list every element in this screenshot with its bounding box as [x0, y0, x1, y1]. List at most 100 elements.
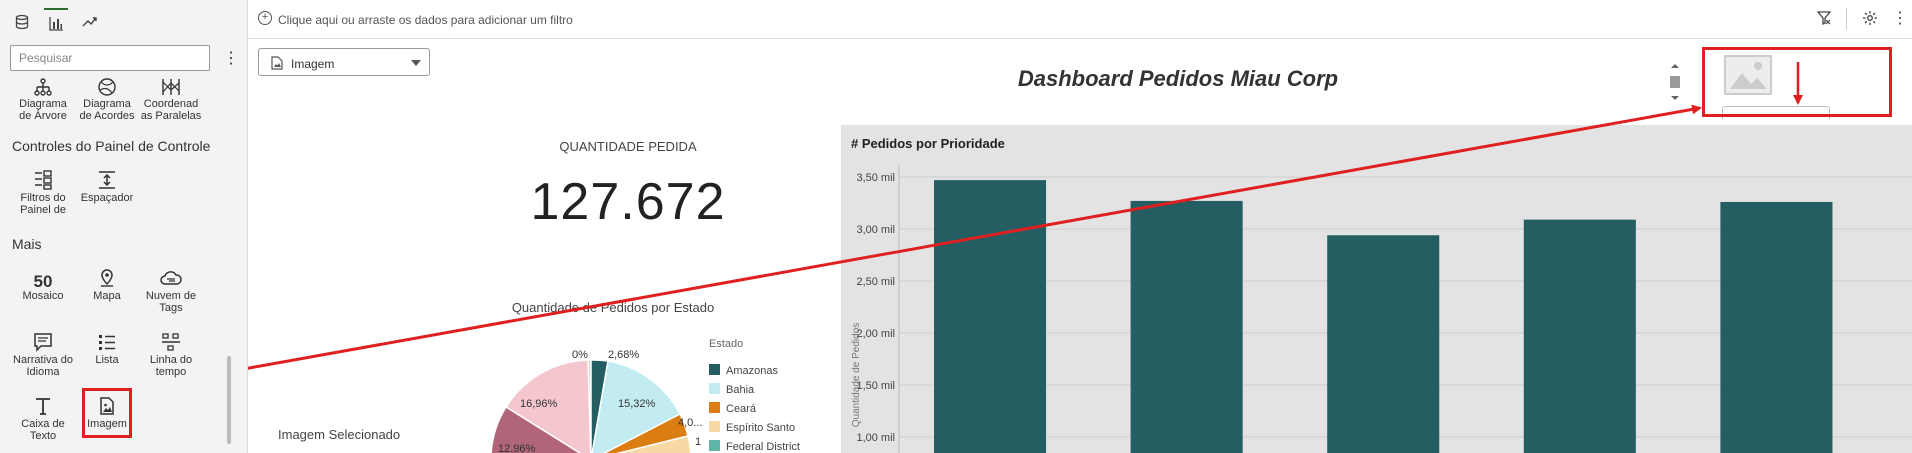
- bar-chart-icon: [49, 17, 63, 31]
- bar-chart[interactable]: 3,50 mil 3,00 mil 2,50 mil 2,00 mil 1,50 mil…: [841, 125, 1912, 453]
- legend-label: Bahia: [726, 384, 755, 396]
- viz-map[interactable]: Mapa: [76, 266, 138, 302]
- pie-label-0: 0%: [572, 349, 588, 361]
- legend-item[interactable]: Amazonas: [709, 364, 778, 377]
- legend-swatch: [709, 402, 720, 413]
- image-select-value: Imagem: [291, 57, 335, 71]
- legend-item[interactable]: Bahia: [709, 383, 754, 396]
- legend-swatch: [709, 440, 720, 451]
- dashboard-title[interactable]: Dashboard Pedidos Miau Corp: [1017, 66, 1339, 91]
- more-menu-icon[interactable]: ⋮: [1892, 10, 1908, 27]
- legend-item[interactable]: Federal District: [709, 440, 800, 453]
- sidebar-scrollbar[interactable]: [227, 356, 231, 444]
- parallel-coordinates-icon: [162, 79, 180, 95]
- image-caption: Imagem Selecionado: [278, 427, 401, 442]
- chord-diagram-icon: [98, 78, 116, 96]
- tag-cloud-icon: [160, 271, 182, 285]
- kpi-value: 127.672: [530, 173, 726, 231]
- language-narrative-icon: [34, 333, 52, 352]
- viz-spacer[interactable]: Espaçador: [76, 168, 138, 204]
- pie-chart[interactable]: 0% 2,68% 15,32% 4,0... 1 16,96% 12,96%: [468, 348, 708, 453]
- highlight-image-viz: [82, 388, 132, 438]
- viz-text-box[interactable]: Caixa de Texto: [12, 394, 74, 442]
- viz-label: Caixa de Texto: [21, 418, 65, 442]
- viz-label: Diagrama de Árvore: [19, 98, 67, 122]
- database-icon: [15, 14, 29, 30]
- list-icon: [99, 335, 115, 350]
- viz-dashboard-filters[interactable]: Filtros do Painel de: [12, 168, 74, 216]
- image-select[interactable]: Imagem: [258, 48, 430, 76]
- filter-hint[interactable]: Clique aqui ou arraste os dados para adi…: [278, 13, 573, 27]
- section-more-title: Mais: [12, 236, 42, 252]
- pie-slice-unlabeled-b[interactable]: [490, 405, 591, 453]
- y-tick-label: 3,00 mil: [856, 224, 895, 236]
- legend-label: Espírito Santo: [726, 422, 796, 434]
- pie-label-3: 4,0...: [678, 417, 702, 429]
- legend-label: Federal District: [726, 441, 800, 453]
- filter-off-icon[interactable]: [1816, 10, 1832, 26]
- image-placeholder-input[interactable]: [1722, 106, 1830, 119]
- bar[interactable]: [1130, 200, 1243, 453]
- viz-label: Espaçador: [80, 192, 134, 204]
- bar[interactable]: [1327, 235, 1440, 453]
- viz-label: Filtros do Painel de: [20, 192, 66, 216]
- map-pin-icon: [101, 269, 113, 287]
- bar[interactable]: [1523, 219, 1636, 453]
- viz-label: Linha do tempo: [149, 354, 193, 378]
- y-axis-label: Quantidade de Pedidos: [851, 323, 862, 428]
- image-icon: [271, 56, 283, 70]
- image-icon: [100, 397, 114, 415]
- pie-slice-espirito-santo[interactable]: [591, 435, 692, 453]
- y-tick-label: 3,50 mil: [856, 172, 895, 184]
- viz-label: Diagrama de Acordes: [79, 98, 135, 122]
- bar[interactable]: [934, 180, 1047, 453]
- y-tick-label: 1,50 mil: [856, 380, 895, 392]
- viz-tag-cloud[interactable]: Nuvem de Tags: [140, 266, 202, 314]
- highlight-target-area: [1702, 47, 1892, 117]
- y-tick-label: 1,00 mil: [856, 432, 895, 444]
- viz-chord-diagram[interactable]: Diagrama de Acordes: [76, 74, 138, 122]
- tab-visualizations[interactable]: [44, 8, 68, 38]
- pie-legend-title: Estado: [709, 338, 744, 350]
- spacer-icon: [99, 171, 115, 189]
- legend-item[interactable]: Espírito Santo: [709, 421, 795, 434]
- legend-label: Ceará: [726, 403, 756, 415]
- bar[interactable]: [1720, 201, 1833, 453]
- text-box-icon: [36, 398, 50, 415]
- tree-diagram-icon: [34, 78, 52, 96]
- viz-language-narrative[interactable]: Narrativa do Idioma: [12, 330, 74, 378]
- tab-analytics[interactable]: [78, 8, 102, 36]
- viz-label: Nuvem de Tags: [145, 290, 197, 314]
- mosaic-icon: 50: [33, 272, 53, 291]
- filter-bar[interactable]: + Clique aqui ou arraste os dados para a…: [248, 0, 1912, 39]
- legend-item[interactable]: Ceará: [709, 402, 756, 415]
- pie-chart-title: Quantidade de Pedidos por Estado: [511, 300, 715, 315]
- toolbar-divider: [1846, 8, 1847, 30]
- viz-parallel-coordinates[interactable]: Coordenad as Paralelas: [140, 74, 202, 122]
- title-scroller[interactable]: [1669, 62, 1681, 102]
- add-filter-icon[interactable]: +: [258, 11, 272, 25]
- viz-label: Narrativa do Idioma: [13, 354, 73, 378]
- viz-image[interactable]: Imagem: [76, 394, 138, 430]
- viz-label: Coordenad as Paralelas: [140, 98, 202, 122]
- settings-icon[interactable]: [1862, 10, 1878, 26]
- viz-mosaic[interactable]: 50 Mosaico: [12, 266, 74, 302]
- search-input[interactable]: [10, 45, 210, 71]
- kpi-label: QUANTIDADE PEDIDA: [559, 139, 697, 154]
- legend-swatch: [709, 421, 720, 432]
- image-placeholder-icon: [1724, 55, 1772, 95]
- image-placeholder[interactable]: [1702, 50, 1852, 119]
- timeline-icon: [162, 333, 180, 351]
- trend-icon: [82, 17, 97, 27]
- legend-swatch: [709, 364, 720, 375]
- more-options-icon[interactable]: ⋮: [223, 50, 239, 67]
- section-controls-title: Controles do Painel de Controle: [12, 138, 211, 154]
- viz-tree-diagram[interactable]: Diagrama de Árvore: [12, 74, 74, 122]
- pie-label-2: 15,32%: [618, 398, 656, 410]
- canvas-area: + Clique aqui ou arraste os dados para a…: [248, 0, 1912, 453]
- bar-chart-panel[interactable]: # Pedidos por Prioridade 3,50 mil 3,00 mi…: [841, 125, 1912, 453]
- viz-timeline[interactable]: Linha do tempo: [140, 330, 202, 378]
- viz-list[interactable]: Lista: [76, 330, 138, 366]
- legend-label: Amazonas: [726, 365, 778, 377]
- tab-data[interactable]: [10, 8, 34, 36]
